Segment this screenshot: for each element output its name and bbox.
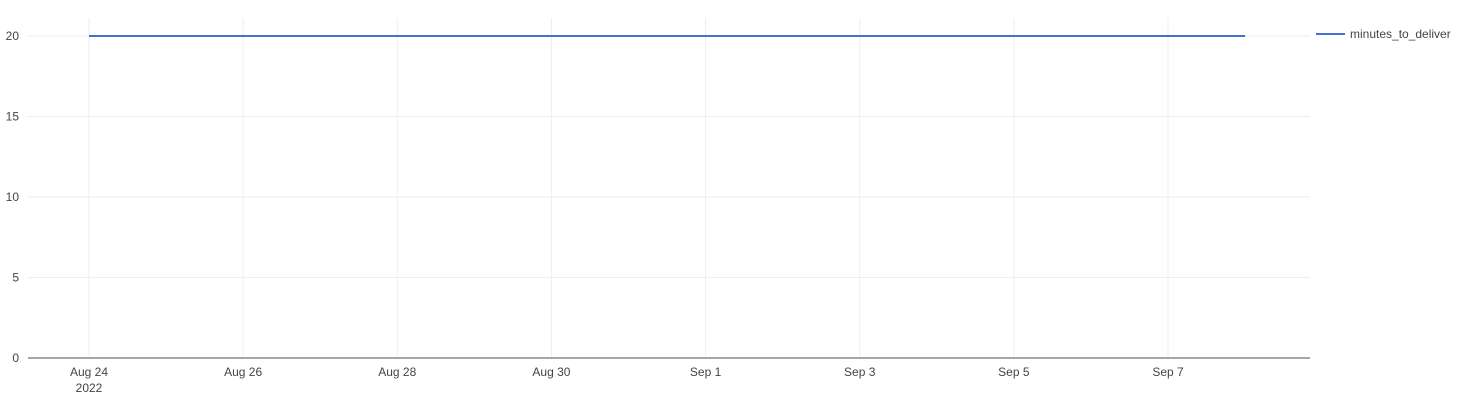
x-tick-label: Aug 30 xyxy=(532,365,570,379)
y-tick-label: 5 xyxy=(12,271,19,285)
x-tick-label: Aug 26 xyxy=(224,365,262,379)
y-tick-label: 10 xyxy=(6,190,20,204)
legend-label: minutes_to_deliver xyxy=(1350,27,1451,41)
x-tick-label: Sep 3 xyxy=(844,365,876,379)
x-tick-label: Sep 7 xyxy=(1152,365,1184,379)
y-tick-label: 20 xyxy=(6,29,20,43)
grid-layer xyxy=(28,18,1310,358)
x-tick-sublabel: 2022 xyxy=(76,381,103,395)
x-tick-label: Aug 28 xyxy=(378,365,416,379)
axis-layer: 0 5 10 15 20 Aug 24 2022 Aug 26 Aug 28 Aug 30 Sep … xyxy=(6,29,1310,395)
legend[interactable]: minutes_to_deliver xyxy=(1316,27,1451,41)
y-tick-label: 15 xyxy=(6,110,20,124)
y-tick-label: 0 xyxy=(12,351,19,365)
x-tick-label: Aug 24 xyxy=(70,365,108,379)
x-tick-label: Sep 1 xyxy=(690,365,722,379)
x-tick-label: Sep 5 xyxy=(998,365,1030,379)
